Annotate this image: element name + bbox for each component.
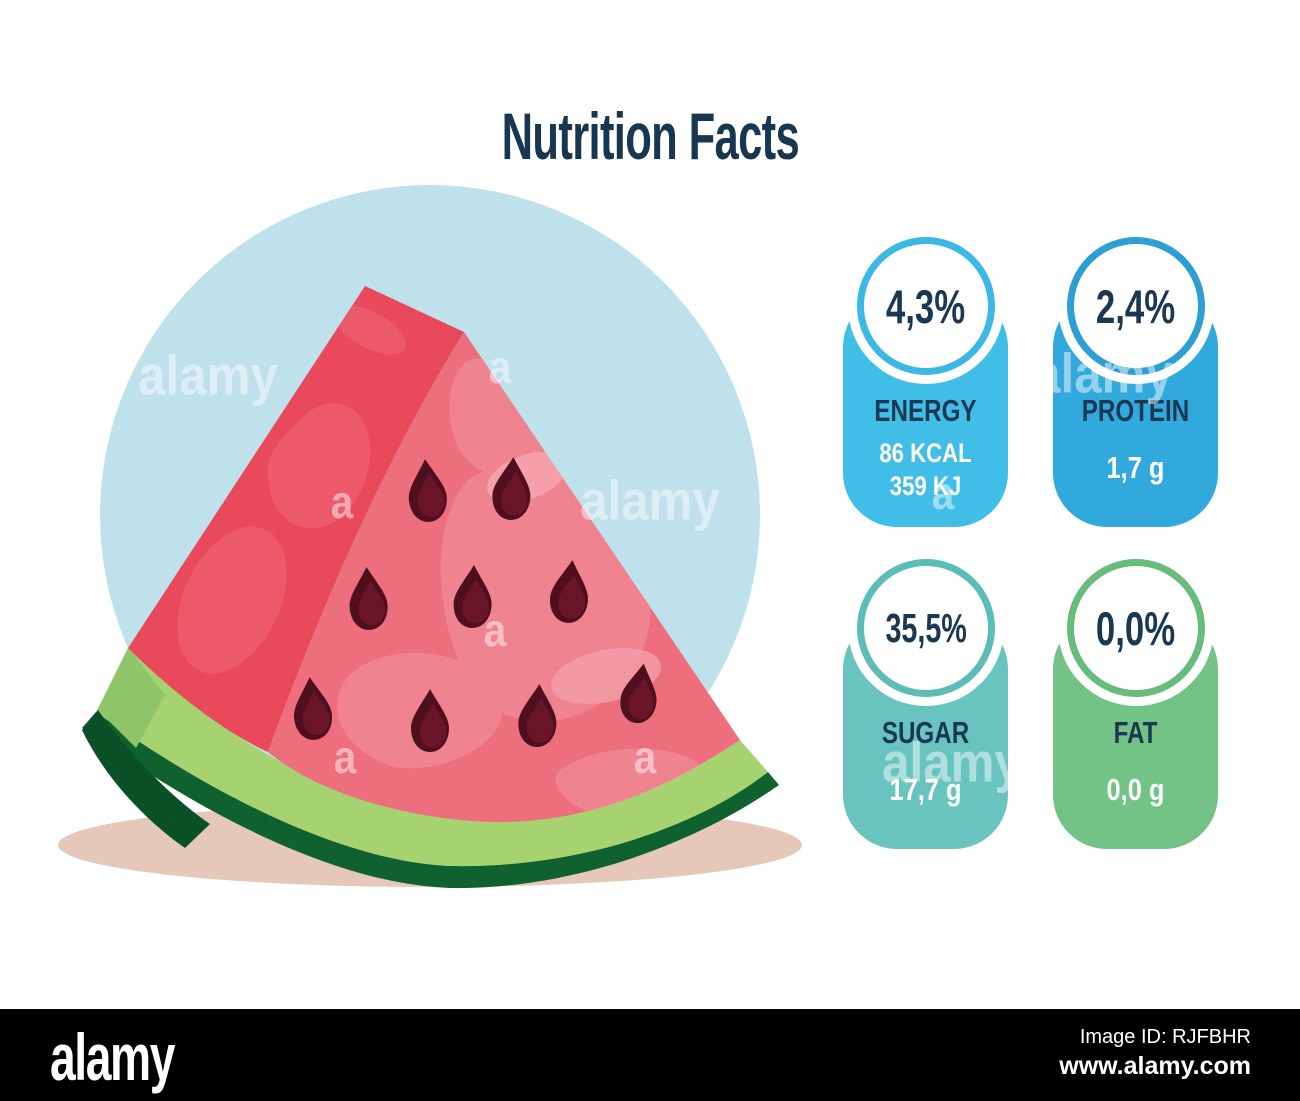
fat-label: FAT bbox=[1113, 715, 1158, 750]
watermelon-seeds bbox=[294, 457, 657, 752]
image-id-text: Image ID: RJFBHR bbox=[1079, 1026, 1251, 1048]
energy-values: 86 KCAL 359 KJ bbox=[858, 437, 993, 503]
watermelon-seed bbox=[518, 684, 557, 747]
fat-value-grams: 0,0 g bbox=[1106, 772, 1165, 807]
page-title: Nutrition Facts bbox=[501, 99, 799, 173]
alamy-logo: alamy bbox=[50, 1020, 175, 1094]
fat-percent: 0,0% bbox=[1096, 601, 1176, 655]
energy-label: ENERGY bbox=[874, 393, 977, 428]
watermelon-seed bbox=[349, 567, 388, 630]
sugar-label: SUGAR bbox=[881, 715, 970, 750]
rind-tip-facet bbox=[98, 648, 165, 748]
protein-label: PROTEIN bbox=[1081, 393, 1190, 428]
watermelon-illustration bbox=[58, 185, 802, 889]
footer-bar: alamy Image ID: RJFBHR www.alamy.com bbox=[0, 1009, 1300, 1101]
watermelon-seed bbox=[550, 560, 588, 623]
watermelon-seed bbox=[411, 689, 449, 752]
page-title-wrap: Nutrition Facts bbox=[0, 98, 1300, 174]
protein-value-grams: 1,7 g bbox=[1106, 450, 1165, 485]
nutrition-badge-protein: 2,4% PROTEIN 1,7 g bbox=[1053, 237, 1218, 527]
protein-percent: 2,4% bbox=[1096, 279, 1176, 333]
energy-value-kcal: 86 KCAL bbox=[879, 438, 972, 468]
flesh-side-marbling bbox=[177, 305, 407, 674]
watermelon-seed bbox=[408, 459, 447, 522]
energy-percent: 4,3% bbox=[886, 279, 966, 333]
sugar-value-grams: 17,7 g bbox=[889, 772, 962, 807]
badge-percent-circle: 2,4% bbox=[1067, 237, 1205, 375]
nutrition-badge-energy: 4,3% ENERGY 86 KCAL 359 KJ bbox=[843, 237, 1008, 527]
footer-meta: Image ID: RJFBHR www.alamy.com bbox=[1059, 1024, 1251, 1082]
watermelon-seed bbox=[294, 677, 332, 740]
nutrition-badge-fat: 0,0% FAT 0,0 g bbox=[1053, 559, 1218, 849]
protein-values: 1,7 g bbox=[1068, 451, 1203, 484]
rind-dark-band bbox=[82, 712, 779, 889]
watermelon-seed bbox=[492, 457, 531, 520]
rind-tip-dark-facet bbox=[82, 710, 210, 848]
sugar-percent: 35,5% bbox=[885, 604, 967, 651]
nutrition-badge-sugar: 35,5% SUGAR 17,7 g bbox=[843, 559, 1008, 849]
fat-values: 0,0 g bbox=[1068, 773, 1203, 806]
badge-percent-circle: 35,5% bbox=[857, 559, 995, 697]
badge-percent-circle: 0,0% bbox=[1067, 559, 1205, 697]
badge-percent-circle: 4,3% bbox=[857, 237, 995, 375]
energy-value-kj: 359 KJ bbox=[889, 471, 962, 501]
alamy-url-text: www.alamy.com bbox=[1059, 1052, 1251, 1080]
rind-light-band bbox=[96, 648, 768, 867]
watermelon-seed bbox=[453, 565, 492, 628]
sugar-values: 17,7 g bbox=[858, 773, 993, 806]
watermelon-seed bbox=[620, 663, 657, 724]
